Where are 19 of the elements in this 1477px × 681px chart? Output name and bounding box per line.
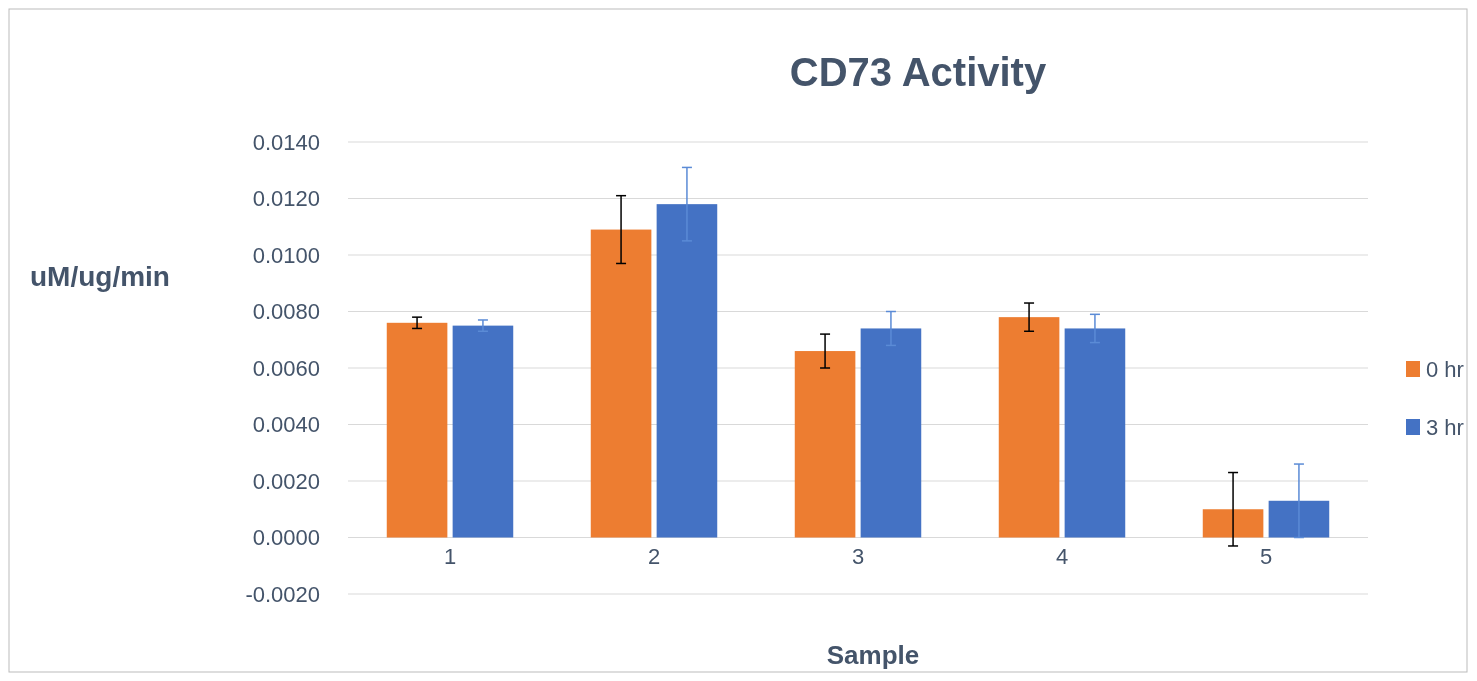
y-tick-label: 0.0080 (252, 299, 320, 325)
x-tick-label: 3 (851, 544, 865, 569)
y-tick-label: 0.0140 (252, 129, 320, 155)
y-tick-label: 0.0100 (252, 242, 320, 268)
y-tick-label: 0.0040 (252, 412, 320, 438)
x-tick-label: 4 (1055, 544, 1069, 569)
legend-label: 3 hr (1426, 414, 1464, 440)
x-tick-label: 2 (647, 544, 661, 569)
y-tick-label: 0.0120 (252, 186, 320, 212)
x-tick-label: 5 (1259, 544, 1273, 569)
y-tick-label: 0.0000 (252, 525, 320, 551)
y-tick-label: 0.0020 (252, 468, 320, 494)
y-tick-label: -0.0020 (245, 581, 320, 607)
y-axis-title: uM/ug/min (30, 261, 170, 292)
y-tick-label: 0.0060 (252, 355, 320, 381)
x-tick-label: 1 (443, 544, 457, 569)
x-axis-title: Sample (826, 640, 920, 670)
chart-title: CD73 Activity (789, 50, 1047, 94)
legend-label: 0 hr (1426, 356, 1464, 382)
